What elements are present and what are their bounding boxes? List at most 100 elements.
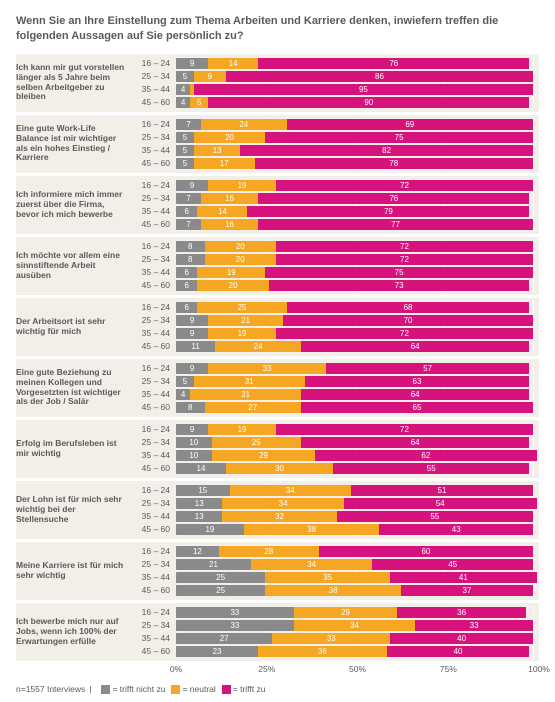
age-label: 45 – 60 [22, 402, 176, 412]
bar-segment: 21 [208, 315, 283, 326]
bar: 91972 [176, 328, 533, 339]
bar-segment: 9 [176, 328, 208, 339]
bar: 53163 [176, 376, 533, 387]
legend-swatch [101, 685, 110, 694]
bar-segment: 13 [194, 145, 240, 156]
bar-segment: 51 [351, 485, 533, 496]
bar: 93357 [176, 363, 533, 374]
bar-segment: 73 [269, 280, 530, 291]
bar-segment: 9 [194, 71, 226, 82]
bar-segment: 5 [190, 97, 208, 108]
bar-segment: 33 [176, 620, 294, 631]
bar-segment: 90 [208, 97, 529, 108]
bar-segment: 45 [372, 559, 533, 570]
bar-row: 25 – 345986 [22, 70, 533, 83]
bar-segment: 19 [176, 524, 244, 535]
bar-row: 35 – 44495 [22, 83, 533, 96]
bar-row: 16 – 2493357 [22, 362, 533, 375]
bar-segment: 72 [276, 241, 533, 252]
bar: 82765 [176, 402, 533, 413]
bar-segment: 7 [176, 193, 201, 204]
chart-group: Eine gute Work-Life Balance ist mir wich… [16, 115, 539, 173]
bar-segment: 21 [176, 559, 251, 570]
age-label: 16 – 24 [22, 424, 176, 434]
bar-row: 35 – 4461975 [22, 266, 533, 279]
chart-group: Ich bewerbe mich nur auf Jobs, wenn ich … [16, 603, 539, 661]
bar-row: 25 – 3482072 [22, 253, 533, 266]
age-label: 16 – 24 [22, 180, 176, 190]
bar-segment: 36 [397, 607, 526, 618]
bar-row: 35 – 44102962 [22, 449, 533, 462]
age-label: 16 – 24 [22, 302, 176, 312]
bar-segment: 62 [315, 450, 536, 461]
axis-tick-label: 25% [258, 664, 275, 674]
bar-row: 35 – 4461479 [22, 205, 533, 218]
bar-segment: 54 [344, 498, 537, 509]
bar-segment: 13 [176, 498, 222, 509]
bar-segment: 14 [197, 206, 247, 217]
bar-segment: 33 [176, 607, 294, 618]
bar: 71676 [176, 193, 533, 204]
bar: 62073 [176, 280, 533, 291]
age-label: 16 – 24 [22, 58, 176, 68]
bar-segment: 40 [390, 633, 533, 644]
bar-segment: 65 [301, 402, 533, 413]
axis-tick-label: 75% [440, 664, 457, 674]
bar: 495 [176, 84, 533, 95]
age-label: 45 – 60 [22, 646, 176, 656]
bar: 112464 [176, 341, 533, 352]
bar-segment: 8 [176, 402, 205, 413]
bar-segment: 16 [201, 193, 258, 204]
chart-group: Der Lohn ist für mich sehr wichtig bei d… [16, 481, 539, 539]
age-label: 16 – 24 [22, 363, 176, 373]
age-label: 25 – 34 [22, 620, 176, 630]
bar-segment: 41 [390, 572, 536, 583]
bar-segment: 16 [201, 219, 258, 230]
bar-segment: 64 [301, 389, 529, 400]
bar: 332936 [176, 607, 533, 618]
age-label: 25 – 34 [22, 376, 176, 386]
bar-segment: 38 [244, 524, 380, 535]
age-label: 35 – 44 [22, 389, 176, 399]
bar-segment: 63 [305, 376, 530, 387]
bar-segment: 25 [197, 302, 286, 313]
bar-segment: 8 [176, 254, 205, 265]
age-label: 25 – 34 [22, 437, 176, 447]
bar: 273340 [176, 633, 533, 644]
legend-label: = trifft nicht zu [112, 684, 165, 694]
bar-segment: 9 [176, 58, 208, 69]
age-label: 45 – 60 [22, 524, 176, 534]
bar: 102564 [176, 437, 533, 448]
bar-row: 25 – 3453163 [22, 375, 533, 388]
bar-segment: 72 [276, 328, 533, 339]
bar: 133454 [176, 498, 533, 509]
bar-segment: 55 [337, 511, 533, 522]
age-label: 35 – 44 [22, 633, 176, 643]
bar-row: 16 – 24122860 [22, 545, 533, 558]
bar-segment: 76 [258, 58, 529, 69]
bar-row: 35 – 44273340 [22, 632, 533, 645]
chart-group: Ich informiere mich immer zuerst über di… [16, 176, 539, 234]
bar-row: 45 – 60253837 [22, 584, 533, 597]
bar-segment: 72 [276, 180, 533, 191]
bar-row: 35 – 44133255 [22, 510, 533, 523]
bar-segment: 69 [287, 119, 533, 130]
bar-row: 45 – 6051778 [22, 157, 533, 170]
bar-segment: 25 [176, 585, 265, 596]
bar-segment: 25 [212, 437, 301, 448]
bar: 102962 [176, 450, 533, 461]
bar: 213445 [176, 559, 533, 570]
bar-segment: 5 [176, 376, 194, 387]
bar-segment: 43 [379, 524, 533, 535]
bar-segment: 60 [319, 546, 533, 557]
bar-segment: 68 [287, 302, 530, 313]
bar: 62568 [176, 302, 533, 313]
bar: 61479 [176, 206, 533, 217]
bar-segment: 64 [301, 437, 529, 448]
bar-row: 16 – 2491476 [22, 57, 533, 70]
bar-segment: 29 [294, 607, 398, 618]
bar-segment: 23 [176, 646, 258, 657]
bar-segment: 70 [283, 315, 533, 326]
bar-segment: 38 [265, 585, 401, 596]
bar-segment: 31 [190, 389, 301, 400]
